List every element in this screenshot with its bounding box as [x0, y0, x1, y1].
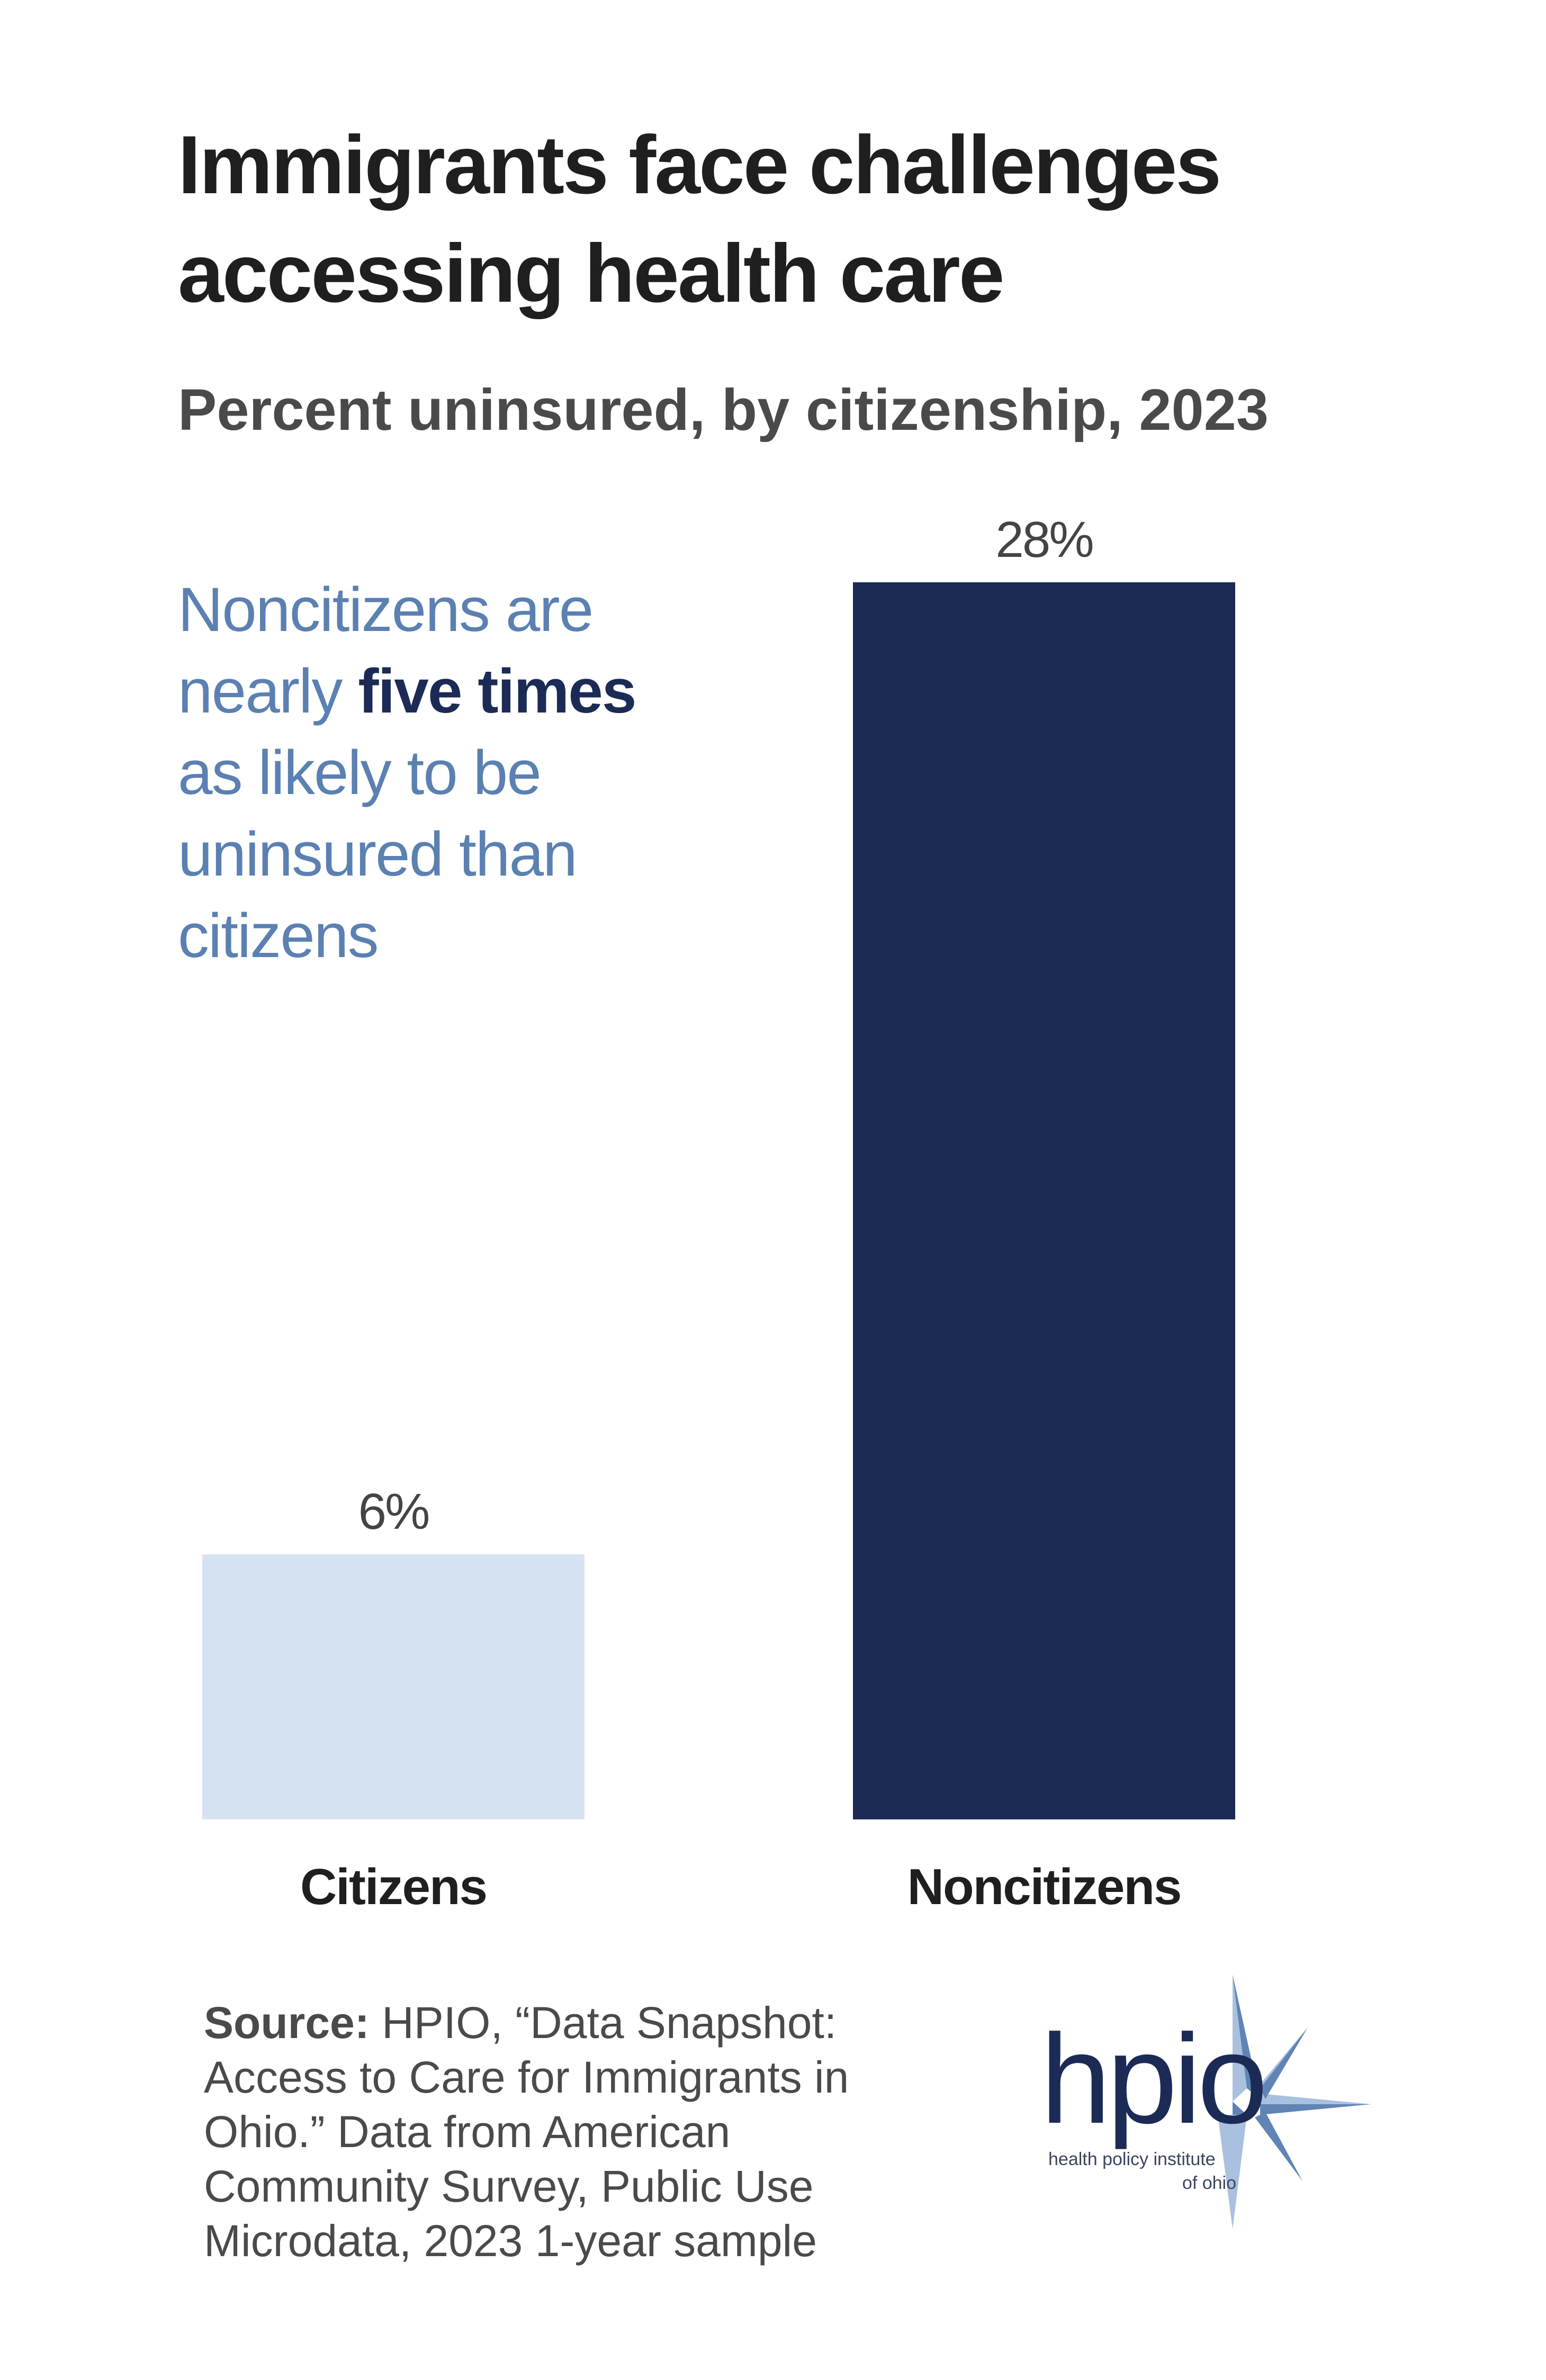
hpio-logo: hpio health policy institute of ohio: [1040, 1975, 1371, 2229]
bar-chart: 6% Citizens 28% Noncitizens: [202, 511, 1235, 1915]
page-title: Immigrants face challenges accessing hea…: [178, 111, 1221, 328]
annotation-line: as likely to be: [178, 738, 542, 808]
chart-subtitle: Percent uninsured, by citizenship, 2023: [178, 377, 1269, 443]
annotation-emphasis: five times: [358, 656, 636, 726]
logo-tagline-1: health policy institute: [1048, 2149, 1216, 2169]
annotation-text: nearly: [178, 656, 358, 726]
category-label: Citizens: [300, 1859, 487, 1915]
source-label: Source:: [204, 1998, 370, 2048]
bar-citizens: [202, 1554, 585, 1819]
annotation-line: nearly five times: [178, 651, 637, 732]
annotation-line: citizens: [178, 901, 379, 971]
title-line-2: accessing health care: [178, 228, 1005, 320]
category-label: Noncitizens: [907, 1859, 1181, 1915]
logo-tagline-2: of ohio: [1182, 2173, 1236, 2193]
logo-wordmark: hpio: [1040, 2008, 1264, 2150]
data-label: 6%: [358, 1483, 429, 1540]
annotation-callout: Noncitizens are nearly five times as lik…: [178, 569, 637, 977]
annotation-line: Noncitizens are: [178, 575, 594, 645]
compass-star-icon: [1218, 1975, 1371, 2229]
source-text: HPIO, “Data Snapshot: Access to Care for…: [204, 1998, 849, 2266]
bar-noncitizens: [853, 582, 1235, 1819]
title-line-1: Immigrants face challenges: [178, 119, 1221, 211]
annotation-line: uninsured than: [178, 819, 578, 889]
data-label: 28%: [995, 511, 1092, 568]
source-note: Source: HPIO, “Data Snapshot: Access to …: [204, 1996, 945, 2268]
